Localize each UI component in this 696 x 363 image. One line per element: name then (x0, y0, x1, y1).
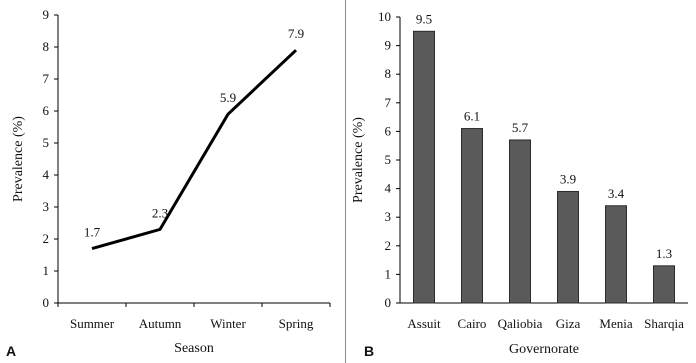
x-tick-label: Assuit (407, 316, 441, 331)
data-label: 5.7 (512, 120, 529, 135)
panel-divider (345, 0, 346, 363)
data-label: 3.4 (608, 186, 625, 201)
line-chart-panel-a: 0 1 2 3 4 5 6 7 8 9 Summer Autumn Winter Spring 1.7 2.3… (6, 7, 331, 359)
data-label: 1.7 (84, 225, 101, 240)
x-tick-label: Giza (556, 316, 581, 331)
bar (461, 128, 483, 304)
x-axis-title: Governorate (509, 342, 579, 357)
x-tick-label: Sharqia (644, 316, 684, 331)
bar (509, 139, 531, 304)
x-axis-title: Season (174, 341, 214, 356)
bar (653, 265, 675, 304)
y-tick-label: 0 (385, 295, 392, 310)
y-tick-label: 9 (385, 38, 392, 53)
x-tick-label: Qaliobia (498, 316, 543, 331)
y-tick-label: 4 (385, 181, 392, 196)
x-tick-label: Menia (599, 316, 632, 331)
y-tick-label: 3 (385, 209, 392, 224)
y-tick-label: 6 (385, 123, 392, 138)
y-tick-label: 10 (378, 9, 391, 24)
y-tick-label: 9 (43, 7, 50, 22)
x-tick-label: Summer (70, 316, 115, 331)
bar-chart-panel-b: 0 1 2 3 4 5 6 7 8 9 10 9.5 Assuit 6.1 Cairo 5.7 Qaliobia… (351, 9, 688, 359)
data-label: 6.1 (464, 109, 480, 124)
y-tick-label: 8 (43, 39, 50, 54)
x-tick-label: Autumn (139, 316, 182, 331)
x-tick-label: Cairo (458, 316, 487, 331)
y-tick-label: 7 (385, 95, 392, 110)
y-tick-label: 2 (43, 231, 50, 246)
y-tick-label: 3 (43, 199, 50, 214)
series-line (91, 49, 298, 251)
y-tick-label: 1 (43, 263, 50, 278)
data-label: 3.9 (560, 171, 576, 186)
y-tick-label: 5 (43, 135, 50, 150)
y-tick-label: 0 (43, 295, 50, 310)
x-tick-label: Winter (210, 316, 246, 331)
y-tick-label: 4 (43, 167, 50, 182)
y-axis-title: Prevalence (%) (351, 117, 366, 203)
y-tick-label: 5 (385, 152, 392, 167)
data-label: 2.3 (152, 205, 168, 220)
x-tick-label: Spring (279, 316, 314, 331)
data-label: 1.3 (656, 246, 672, 261)
y-tick-label: 1 (385, 266, 392, 281)
y-tick-label: 8 (385, 66, 392, 81)
y-tick-label: 2 (385, 238, 392, 253)
data-label: 5.9 (220, 90, 236, 105)
y-tick-label: 6 (43, 103, 50, 118)
bar (413, 30, 435, 304)
y-axis-title: Prevalence (%) (11, 116, 26, 202)
y-tick-label: 7 (43, 71, 50, 86)
panel-label-a: A (6, 343, 16, 359)
data-label: 7.9 (288, 26, 304, 41)
data-label: 9.5 (416, 11, 432, 26)
bar (557, 190, 579, 304)
bar (605, 205, 627, 304)
panel-label-b: B (364, 343, 374, 359)
